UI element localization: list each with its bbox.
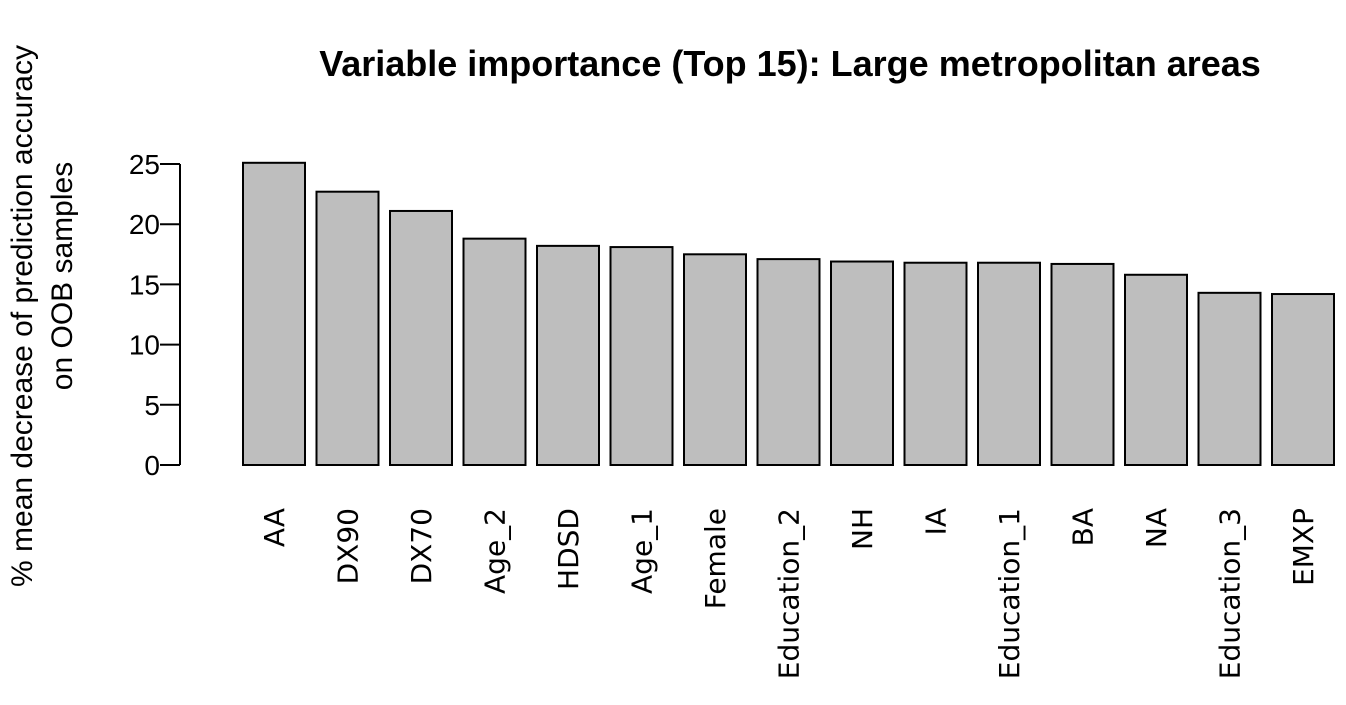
x-category-label: EMXP [1287, 508, 1320, 586]
x-category-label: NA [1140, 508, 1173, 548]
bar-age-1 [609, 246, 674, 466]
bar-ba [1050, 262, 1115, 466]
bar-education-3 [1197, 291, 1262, 466]
x-category-label: HDSD [552, 508, 585, 590]
y-tick-label: 10 [129, 330, 160, 361]
chart-title: Variable importance (Top 15): Large metr… [319, 43, 1261, 84]
bar-education-2 [756, 258, 821, 466]
x-category-label: NH [846, 508, 879, 550]
x-category-label: Age_1 [626, 508, 659, 594]
y-axis: 0 5 10 15 20 25 [129, 149, 181, 481]
bars [242, 161, 1335, 467]
y-axis-label-line-1: % mean decrease of prediction accuracy [6, 45, 39, 587]
x-category-label: IA [920, 508, 953, 535]
y-axis-label: % mean decrease of prediction accuracy o… [6, 45, 79, 587]
bar-nh [830, 260, 894, 466]
bar-dx90 [315, 190, 380, 467]
bar-ia [903, 261, 968, 466]
y-tick-label: 0 [144, 450, 160, 481]
y-tick-label: 5 [144, 390, 160, 421]
y-tick-label: 20 [129, 209, 160, 240]
bar-hdsd [536, 244, 600, 466]
x-category-label: Education_2 [773, 508, 806, 679]
y-tick-label: 15 [129, 269, 160, 300]
y-tick-label: 25 [129, 149, 160, 180]
x-category-label: Education_1 [993, 508, 1026, 679]
x-category-label: Female [699, 508, 732, 609]
bar-na [1124, 273, 1188, 466]
bar-dx70 [389, 209, 453, 466]
x-category-label: DX90 [332, 508, 365, 584]
y-axis-label-line-2: on OOB samples [46, 162, 79, 390]
x-category-label: DX70 [405, 508, 438, 584]
x-category-label: Age_2 [479, 508, 512, 594]
bar-education-1 [977, 261, 1041, 466]
bar-aa [242, 161, 306, 467]
bar-emxp [1271, 293, 1335, 467]
x-category-label: AA [258, 508, 291, 547]
x-category-label: Education_3 [1214, 508, 1247, 679]
bar-age-2 [462, 237, 527, 466]
x-axis-category-labels: AA DX90 DX70 Age_2 HDSD Age_1 Female Education_… [258, 508, 1320, 679]
x-category-label: BA [1067, 508, 1100, 546]
bar-female [683, 253, 747, 466]
